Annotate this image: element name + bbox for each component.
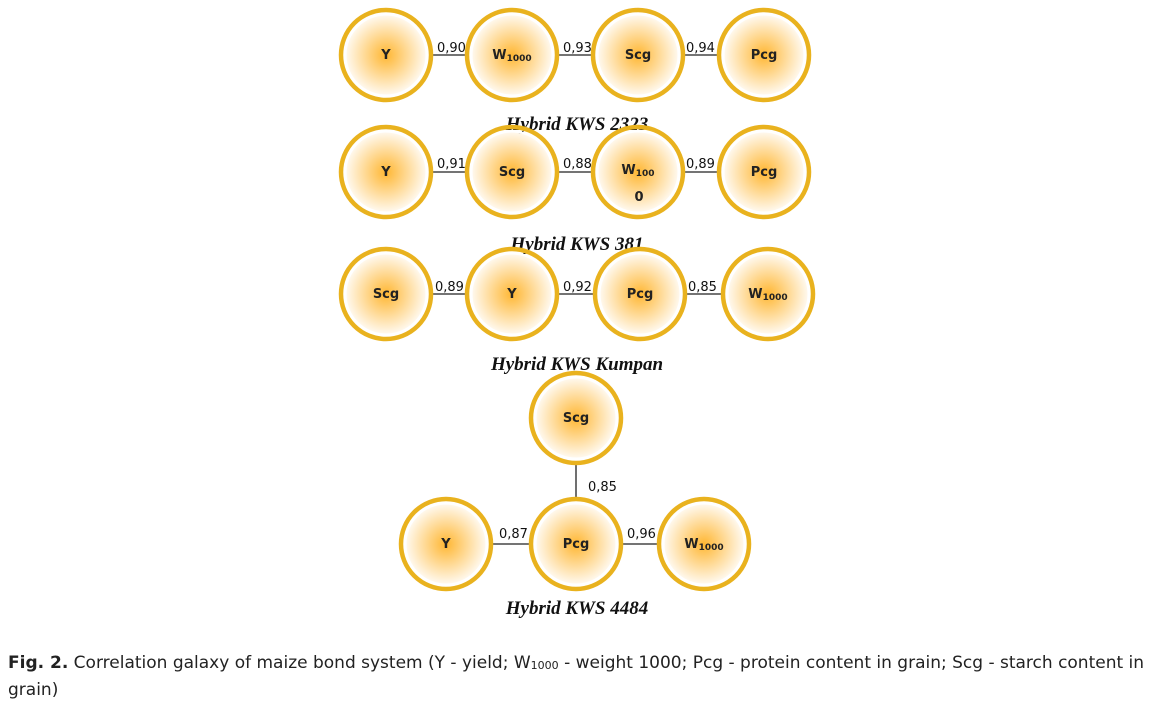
- trait-label: Scg: [563, 411, 589, 426]
- trait-node: W1000: [656, 496, 752, 592]
- trait-label: Y: [440, 537, 451, 552]
- trait-node: Scg: [464, 124, 560, 220]
- correlation-value: 0,89: [435, 280, 464, 295]
- figure-label: Fig. 2.: [8, 653, 69, 673]
- trait-node: Pcg: [716, 7, 812, 103]
- trait-node: W1000: [720, 246, 816, 342]
- galaxy-4: 0,85 0,87 0,96 Scg Y Pcg W1000 Hybrid KWS 4484: [398, 370, 752, 619]
- correlation-value: 0,87: [499, 527, 528, 542]
- trait-node: Y: [398, 496, 494, 592]
- hybrid-title: Hybrid KWS Kumpan: [490, 354, 663, 375]
- correlation-value: 0,92: [563, 280, 592, 295]
- correlation-value: 0,94: [686, 41, 715, 56]
- trait-label: Scg: [625, 48, 651, 63]
- correlation-value: 0,88: [563, 157, 592, 172]
- correlation-value: 0,93: [563, 41, 592, 56]
- galaxy-3: 0,89 0,92 0,85 Scg Y Pcg W1000 Hybrid KWS Kumpa…: [338, 246, 816, 375]
- correlation-value: 0,96: [627, 527, 656, 542]
- trait-node: Pcg: [528, 496, 624, 592]
- correlation-value: 0,85: [588, 480, 617, 495]
- trait-node: Pcg: [592, 246, 688, 342]
- caption-text-2: - weight 1000; Pcg - protein content in …: [8, 653, 1145, 700]
- hybrid-title: Hybrid KWS 381: [509, 234, 643, 255]
- trait-label: Pcg: [751, 165, 778, 180]
- trait-node: W1000: [464, 7, 560, 103]
- trait-label: Scg: [499, 165, 525, 180]
- figure-caption: Fig. 2. Correlation galaxy of maize bond…: [8, 651, 1158, 702]
- hybrid-title: Hybrid KWS 4484: [505, 598, 649, 619]
- galaxy-2: 0,91 0,88 0,89 Y Scg W1000 Pcg Hybrid KWS 381: [338, 124, 812, 255]
- trait-node: Scg: [338, 246, 434, 342]
- trait-label-wrap: 0: [634, 190, 643, 205]
- trait-label: Y: [380, 165, 391, 180]
- trait-node: Scg: [528, 370, 624, 466]
- galaxy-1: 0,90 0,93 0,94 Y W1000 Scg Pcg Hybrid KWS 2323: [338, 7, 812, 135]
- trait-label: Y: [380, 48, 391, 63]
- trait-node: W1000: [590, 124, 686, 220]
- correlation-value: 0,89: [686, 157, 715, 172]
- trait-label: Scg: [373, 287, 399, 302]
- trait-node: Y: [464, 246, 560, 342]
- caption-subscript: 1000: [530, 659, 559, 672]
- trait-label: Pcg: [563, 537, 590, 552]
- correlation-value: 0,85: [688, 280, 717, 295]
- trait-node: Pcg: [716, 124, 812, 220]
- trait-label: Pcg: [627, 287, 654, 302]
- trait-node: Y: [338, 124, 434, 220]
- trait-node: Y: [338, 7, 434, 103]
- caption-text-1: Correlation galaxy of maize bond system …: [68, 653, 531, 673]
- correlation-value: 0,91: [437, 157, 466, 172]
- trait-node: Scg: [590, 7, 686, 103]
- hybrid-title: Hybrid KWS 2323: [505, 114, 649, 135]
- correlation-value: 0,90: [437, 41, 466, 56]
- trait-label: Pcg: [751, 48, 778, 63]
- trait-label: Y: [506, 287, 517, 302]
